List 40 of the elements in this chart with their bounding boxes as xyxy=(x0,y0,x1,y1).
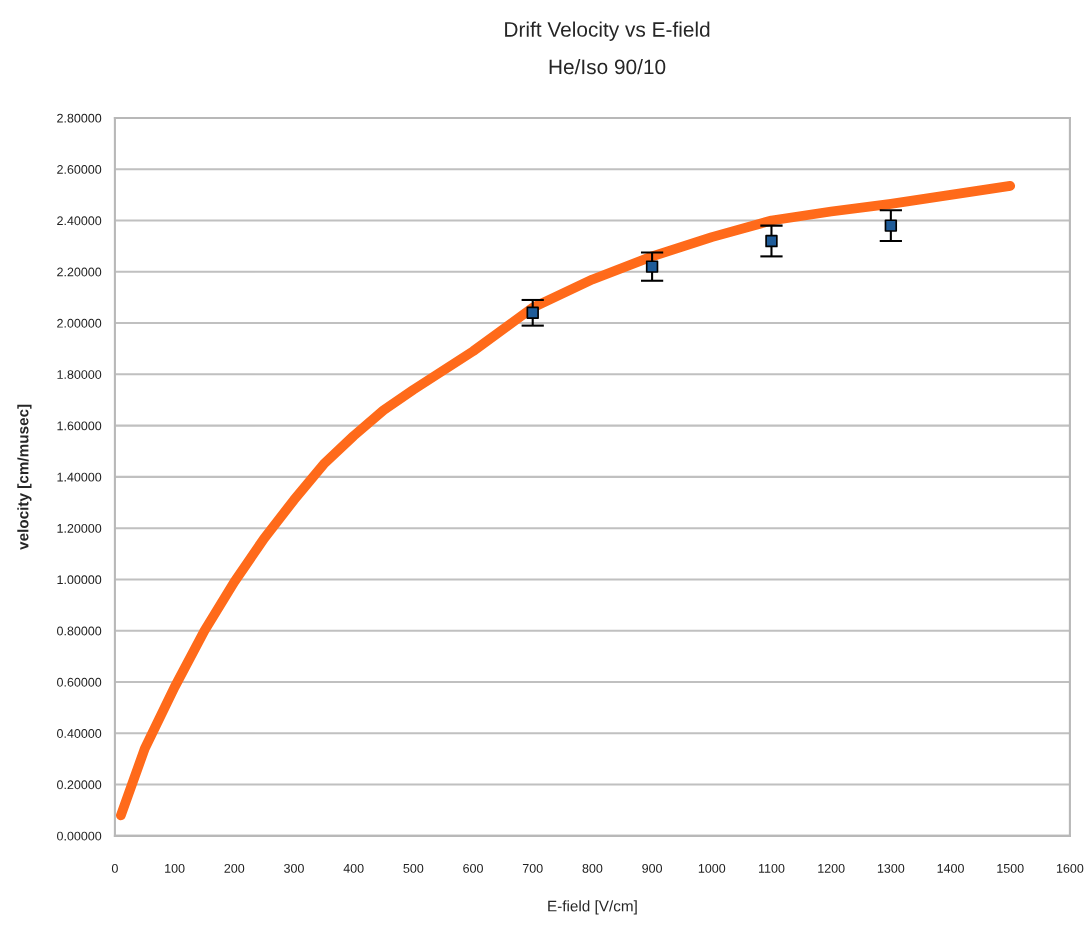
y-tick-label: 1.00000 xyxy=(57,575,102,585)
x-tick-label: 0 xyxy=(111,863,118,873)
y-tick-label: 1.20000 xyxy=(57,523,102,533)
y-tick-label: 2.40000 xyxy=(57,216,102,226)
y-tick-label: 1.40000 xyxy=(57,472,102,482)
chart-title: Drift Velocity vs E-field xyxy=(505,21,710,41)
y-tick-label: 1.60000 xyxy=(57,421,102,431)
y-tick-label: 0.80000 xyxy=(57,626,102,636)
x-tick-label: 400 xyxy=(343,863,364,873)
x-tick-label: 1000 xyxy=(698,863,726,873)
x-tick-label: 1100 xyxy=(758,863,785,873)
point xyxy=(765,234,778,248)
point xyxy=(645,260,659,273)
x-tick-label: 700 xyxy=(522,863,543,873)
y-tick-label: 2.80000 xyxy=(57,113,102,123)
y-tick-label: 2.60000 xyxy=(57,165,102,174)
point xyxy=(884,219,898,232)
x-tick-label: 600 xyxy=(463,863,483,873)
y-tick-label: 2.00000 xyxy=(57,318,102,328)
x-tick-label: 300 xyxy=(284,863,304,873)
chart-subtitle: He/Iso 90/10 xyxy=(549,58,666,75)
x-axis-title: E-field [V/cm] xyxy=(548,900,637,915)
x-tick-label: 100 xyxy=(165,863,185,873)
x-tick-label: 800 xyxy=(582,863,603,873)
y-tick-label: 0.60000 xyxy=(57,677,102,687)
x-tick-label: 1600 xyxy=(1056,863,1084,873)
point xyxy=(526,306,539,320)
y-tick-label: 0.20000 xyxy=(57,780,102,790)
x-tick-label: 200 xyxy=(224,863,245,873)
x-tick-label: 1500 xyxy=(997,863,1024,873)
y-axis-title: velocity [cm/musec] xyxy=(17,404,32,550)
y-tick-label: 0.40000 xyxy=(57,729,102,738)
x-tick-label: 1400 xyxy=(937,863,964,873)
x-tick-label: 1200 xyxy=(818,863,845,873)
x-tick-label: 1300 xyxy=(877,863,905,873)
x-tick-label: 900 xyxy=(642,863,663,873)
y-tick-label: 0.00000 xyxy=(57,831,102,841)
y-tick-label: 1.80000 xyxy=(57,370,102,379)
y-tick-label: 2.20000 xyxy=(57,267,102,277)
x-tick-label: 500 xyxy=(403,863,424,873)
